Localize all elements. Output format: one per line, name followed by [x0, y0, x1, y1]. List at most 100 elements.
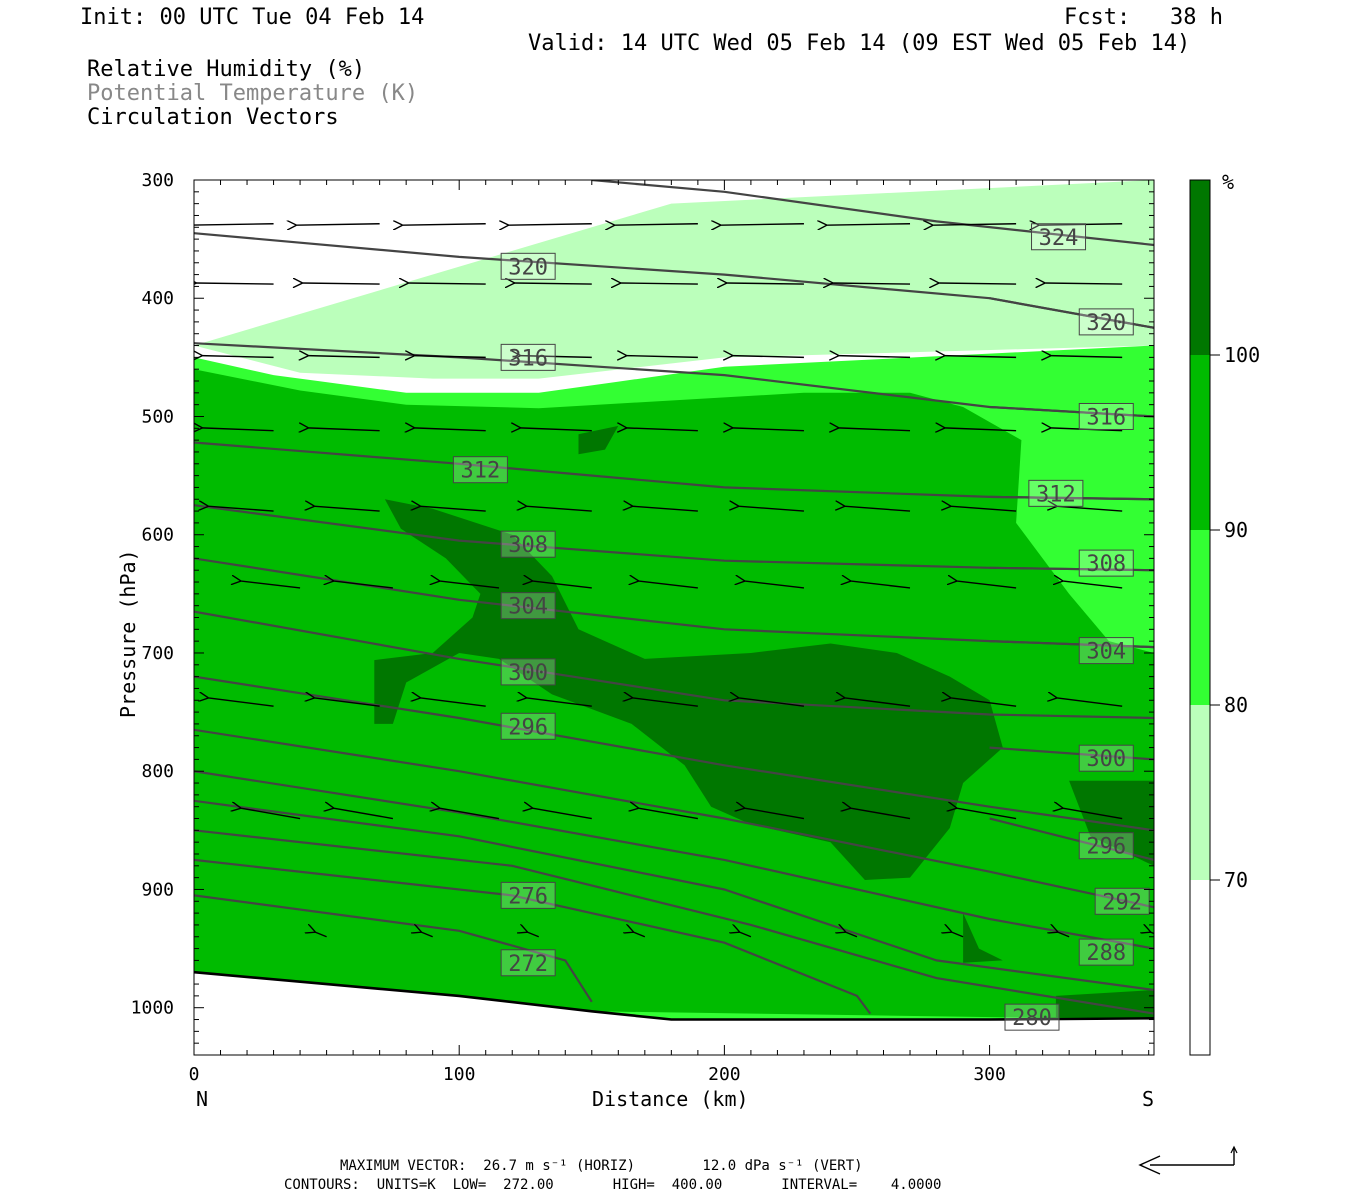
- circulation-vector: [520, 356, 592, 358]
- contour-label-box: [1004, 1003, 1060, 1031]
- circulation-vector: [240, 581, 301, 589]
- contour-label-320: 320: [1086, 311, 1126, 336]
- circulation-vector: [314, 506, 380, 512]
- circulation-vector: [526, 506, 592, 512]
- circulation-vector: [414, 428, 486, 431]
- theta-contour-272: [194, 894, 593, 1003]
- contour-label-296: 296: [1086, 835, 1126, 860]
- circulation-vector: [620, 283, 698, 284]
- contour-label-316: 316: [1086, 405, 1126, 430]
- circulation-vector: [638, 581, 698, 589]
- contour-label-box: [1078, 744, 1134, 772]
- contour-label-box: [500, 252, 556, 280]
- relative-humidity-fill: [194, 180, 1154, 1020]
- circulation-vector: [308, 356, 380, 358]
- circulation-vector: [944, 356, 1017, 358]
- circulation-vector: [956, 581, 1017, 589]
- circulation-vector: [838, 356, 911, 358]
- contour-label-304: 304: [508, 595, 548, 620]
- terrain-surface: [194, 970, 1154, 1055]
- contour-label-box: [1078, 938, 1134, 966]
- circulation-vector: [1038, 224, 1123, 225]
- contour-label-304: 304: [1086, 640, 1126, 665]
- circulation-vector: [614, 224, 698, 225]
- circulation-vector: [1044, 283, 1123, 284]
- contour-label-box: [500, 592, 556, 620]
- axes: 300 400 500 600 700 800 900 1000 0 100 200 300: [131, 170, 1154, 1085]
- theta-contour-300: [194, 610, 1154, 720]
- field-label-vectors: Circulation Vectors: [87, 105, 339, 130]
- terrain-fill: [194, 972, 1154, 1055]
- x-tick-label-0: 0: [189, 1064, 200, 1085]
- circulation-vector: [845, 932, 858, 938]
- circulation-vector: [826, 224, 911, 225]
- circulation-vector: [844, 506, 911, 512]
- contour-label-box: [1078, 402, 1134, 430]
- circulation-vector: [527, 932, 540, 938]
- y-tick-label-700: 700: [141, 643, 174, 664]
- x-axis-left-end-label: N: [196, 1087, 209, 1111]
- colorbar-segment-4: [1190, 180, 1210, 355]
- contour-label-320: 320: [508, 255, 548, 280]
- circulation-vector: [633, 932, 646, 938]
- circulation-vector: [240, 808, 301, 820]
- circulation-vector: [626, 428, 698, 431]
- circulation-vector: [744, 581, 805, 589]
- circulation-vector: [626, 356, 698, 358]
- circulation-vector: [956, 808, 1017, 820]
- circulation-vector: [202, 428, 274, 431]
- circulation-vector: [414, 356, 486, 358]
- circulation-vector: [726, 283, 804, 284]
- contour-label-300: 300: [1086, 747, 1126, 772]
- contour-label-box: [1094, 887, 1150, 915]
- contour-label-box: [500, 712, 556, 740]
- theta-contour-312: [989, 495, 1154, 501]
- theta-contour-280: [194, 829, 1154, 1015]
- colorbar-label-100: 100: [1224, 343, 1260, 367]
- circulation-vector: [315, 932, 327, 938]
- contour-label-272: 272: [508, 952, 548, 977]
- theta-contour-292: [194, 728, 1154, 909]
- contour-label-296: 296: [508, 715, 548, 740]
- circulation-vector: [208, 698, 274, 707]
- y-tick-label-500: 500: [141, 406, 174, 427]
- theta-contour-296: [194, 675, 1154, 832]
- circulation-vector: [421, 932, 433, 938]
- theta-contour-320: [989, 297, 1154, 329]
- circulation-vector: [739, 932, 752, 938]
- circulation-vector: [1056, 698, 1123, 707]
- circulation-vector: [938, 283, 1017, 284]
- circulation-vector: [632, 698, 698, 707]
- circulation-vector: [738, 506, 804, 512]
- circulation-vector: [932, 224, 1017, 225]
- circulation-vectors: [194, 223, 1154, 938]
- circulation-vector: [1062, 808, 1123, 820]
- circulation-vector: [508, 224, 592, 225]
- colorbar: 70 80 90 100: [1189, 179, 1260, 1056]
- colorbar-segment-0: [1190, 880, 1210, 1055]
- circulation-vector: [333, 808, 394, 820]
- contour-label-300: 300: [508, 661, 548, 686]
- circulation-vector: [196, 283, 274, 284]
- circulation-vector: [944, 428, 1017, 431]
- theta-contour-284: [194, 799, 1154, 992]
- circulation-vector: [520, 428, 592, 431]
- circulation-vector: [194, 223, 274, 226]
- circulation-vector: [408, 283, 486, 284]
- circulation-vector: [1057, 932, 1070, 938]
- circulation-vector: [732, 356, 804, 358]
- circulation-vector: [1150, 932, 1154, 935]
- contour-label-288: 288: [1086, 941, 1126, 966]
- circulation-vector: [296, 224, 380, 225]
- contour-label-box: [1078, 832, 1134, 860]
- circulation-vector: [838, 428, 911, 431]
- theta-contour-316: [989, 405, 1154, 418]
- colorbar-segment-3: [1190, 355, 1210, 530]
- circulation-vector: [850, 808, 911, 820]
- circulation-vector: [208, 506, 274, 512]
- field-label-theta: Potential Temperature (K): [87, 81, 419, 106]
- contour-label-308: 308: [508, 533, 548, 558]
- contour-label-box: [1078, 637, 1134, 665]
- potential-temperature-contours: [194, 180, 1154, 1015]
